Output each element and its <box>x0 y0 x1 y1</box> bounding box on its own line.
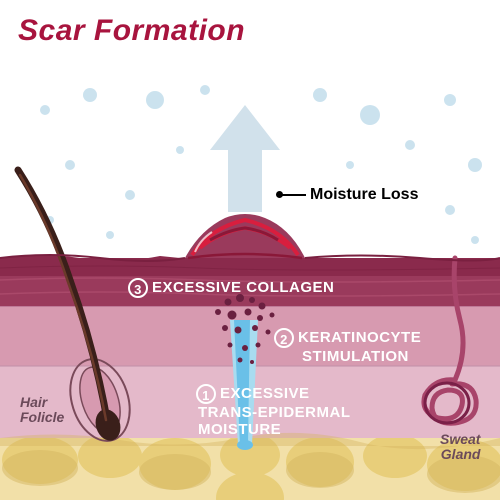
moisture-loss-pointer-line <box>281 194 306 196</box>
sweat-gland-label: Sweat Gland <box>440 432 480 463</box>
hair-label-line2: Folicle <box>20 409 64 425</box>
callout-text-3: EXCESSIVE COLLAGEN <box>152 279 334 296</box>
scar-formation-diagram: Scar Formation Moisture Loss 3EXCESSIVE … <box>0 0 500 500</box>
callout-moisture: 1EXCESSIVE TRANS-EPIDERMAL MOISTURE <box>196 384 351 439</box>
moisture-loss-arrow <box>210 105 280 212</box>
scar-tissue <box>185 214 305 258</box>
hair-label-line1: Hair <box>20 394 47 410</box>
callout-number-1: 1 <box>196 384 216 404</box>
diagram-title: Scar Formation <box>18 14 245 48</box>
hair-follicle-label: Hair Folicle <box>20 395 64 426</box>
sweat-label-line2: Gland <box>441 446 481 462</box>
callout-text-1a: EXCESSIVE <box>220 385 310 402</box>
callout-number-3: 3 <box>128 278 148 298</box>
sweat-label-line1: Sweat <box>440 431 480 447</box>
callout-collagen: 3EXCESSIVE COLLAGEN <box>128 278 334 298</box>
callout-text-2b: STIMULATION <box>302 348 409 365</box>
callout-text-2a: KERATINOCYTE <box>298 329 421 346</box>
callout-number-2: 2 <box>274 328 294 348</box>
callout-text-1b: TRANS-EPIDERMAL <box>198 404 351 421</box>
moisture-loss-label: Moisture Loss <box>310 186 418 204</box>
callout-keratinocyte: 2KERATINOCYTE STIMULATION <box>274 328 421 365</box>
callout-text-1c: MOISTURE <box>198 421 281 438</box>
